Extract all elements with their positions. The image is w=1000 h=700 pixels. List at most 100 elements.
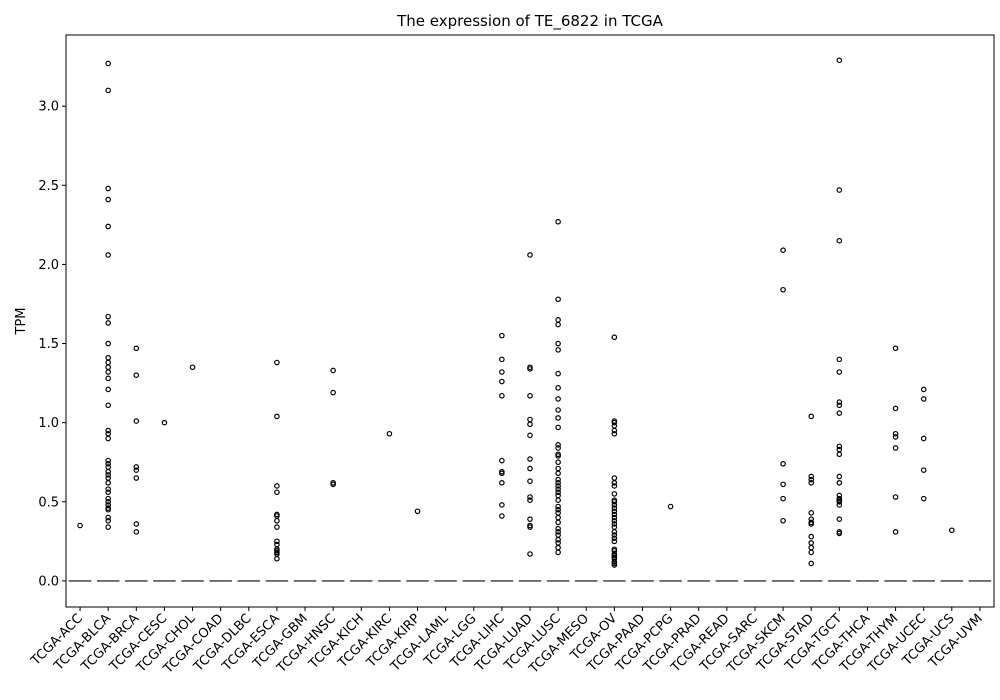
outlier-point [892,405,899,412]
outlier-point [808,521,815,527]
outlier-point [892,345,899,352]
outlier-point [527,366,533,372]
outlier-point [527,421,533,428]
outlier-point [611,419,618,426]
outlier-point [555,486,561,492]
outlier-point [892,434,899,440]
outlier-point [808,544,815,551]
outlier-point [499,513,505,519]
outlier-point [527,478,533,485]
outlier-point [611,427,618,434]
outlier-point [555,385,561,391]
outlier-point [892,445,899,451]
outlier-point [836,498,843,505]
outlier-point [611,475,618,481]
outlier-point [555,529,561,535]
outlier-point [105,359,111,366]
outlier-point [555,465,561,472]
outlier-point [555,321,561,328]
outlier-point [836,516,843,522]
outlier-point [499,502,505,508]
outlier-point [105,468,111,475]
outlier-point [527,516,533,522]
outlier-point [105,375,111,382]
outlier-point [105,461,111,467]
outlier-point [780,247,786,253]
outlier-point [555,453,561,459]
outlier-point [105,223,111,230]
outlier-point [808,473,815,480]
outlier-point [133,521,140,527]
outlier-point [611,514,618,521]
chart-title: The expression of TE_6822 in TCGA [396,12,663,31]
outlier-point [133,529,140,535]
outlier-point [555,483,561,489]
outlier-point [949,527,955,534]
outlier-point [611,562,618,568]
outlier-point [499,378,505,385]
y-axis-label: TPM [14,308,29,336]
outlier-point [836,356,843,363]
outlier-point [808,533,815,540]
outlier-point [133,345,140,352]
outlier-point [527,456,533,462]
outlier-point [105,435,111,442]
outlier-point [330,367,336,374]
outlier-point [105,427,111,434]
outlier-point [274,517,280,524]
outlier-point [808,476,815,483]
outlier-point [611,517,618,524]
outlier-point [836,479,843,486]
outlier-point [105,517,111,524]
outlier-point [105,364,111,371]
outlier-point [555,536,561,543]
outlier-point [527,551,533,557]
outlier-point [808,560,815,567]
outlier-point [611,521,618,527]
outlier-point [611,430,618,437]
y-tick-label: 3.0 [38,100,59,115]
outlier-point [808,413,815,420]
outlier-point [527,432,533,439]
outlier-point [555,442,561,448]
outlier-point [836,402,843,409]
outlier-point [836,473,843,480]
outlier-point [836,187,843,193]
outlier-point [836,443,843,450]
outlier-point [499,392,505,399]
y-tick-label: 2.0 [38,258,59,273]
outlier-point [555,525,561,532]
outlier-point [527,465,533,472]
y-tick-label: 0.0 [38,574,59,589]
outlier-point [274,489,280,496]
outlier-point [808,549,815,556]
outlier-point [555,407,561,413]
y-tick-label: 2.5 [38,179,59,194]
outlier-point [189,364,196,371]
outlier-point [555,549,561,556]
outlier-point [808,510,815,516]
outlier-point [611,491,618,497]
outlier-point [527,494,533,500]
outlier-point [836,237,843,244]
outlier-point [920,396,927,402]
outlier-point [527,416,533,423]
outlier-point [105,514,111,521]
outlier-point [105,252,111,258]
outlier-point [105,340,111,347]
outlier-point [555,370,561,377]
outlier-point [611,532,618,538]
outlier-point [133,467,140,473]
outlier-point [780,495,786,502]
outlier-point [808,540,815,546]
outlier-point [892,494,899,500]
outlier-point [611,498,618,505]
outlier-point [555,476,561,483]
outlier-point [330,389,336,396]
outlier-point [274,413,280,420]
outlier-point [555,479,561,486]
outlier-point [780,286,786,293]
outlier-point [133,475,140,481]
outlier-point [555,506,561,513]
